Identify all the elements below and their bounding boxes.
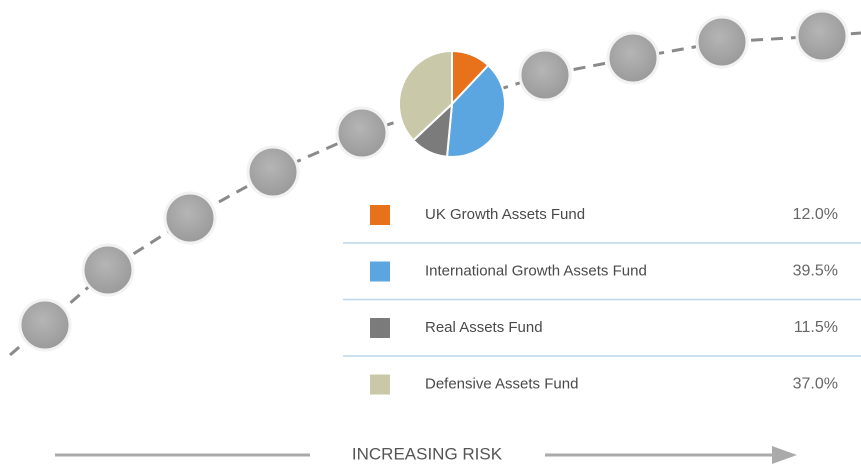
value-label: 11.5% — [794, 319, 838, 336]
pie-slice — [398, 49, 453, 142]
risk-dot — [518, 48, 572, 102]
legend-swatch — [370, 374, 390, 395]
risk-dot — [795, 9, 849, 63]
legend-swatch — [370, 318, 390, 338]
arrow-head — [772, 446, 797, 464]
pie — [398, 49, 506, 158]
legend-label: Defensive Assets Fund — [425, 375, 578, 392]
risk-dot — [606, 31, 660, 85]
legend-label: UK Growth Assets Fund — [425, 206, 585, 223]
risk-arrow: INCREASING RISK — [55, 444, 797, 464]
risk-dot — [335, 106, 389, 160]
risk-dot — [18, 298, 72, 352]
risk-dot — [246, 145, 300, 199]
annotation: INCREASING RISK — [352, 444, 503, 463]
pie-slice — [445, 63, 506, 158]
value-label: 12.0% — [793, 206, 838, 223]
legend-swatch — [370, 261, 390, 282]
value-label: 37.0% — [793, 376, 838, 393]
legend-swatch — [370, 205, 390, 225]
risk-dot — [163, 191, 217, 245]
risk-dot — [695, 15, 749, 69]
risk-dot — [81, 243, 135, 297]
legend-label: Real Assets Fund — [425, 319, 543, 336]
legend-label: International Growth Assets Fund — [425, 262, 647, 279]
value-label: 39.5% — [793, 263, 838, 280]
legend: UK Growth Assets Fund 12.0% International … — [343, 205, 861, 395]
risk-dots — [18, 9, 849, 352]
